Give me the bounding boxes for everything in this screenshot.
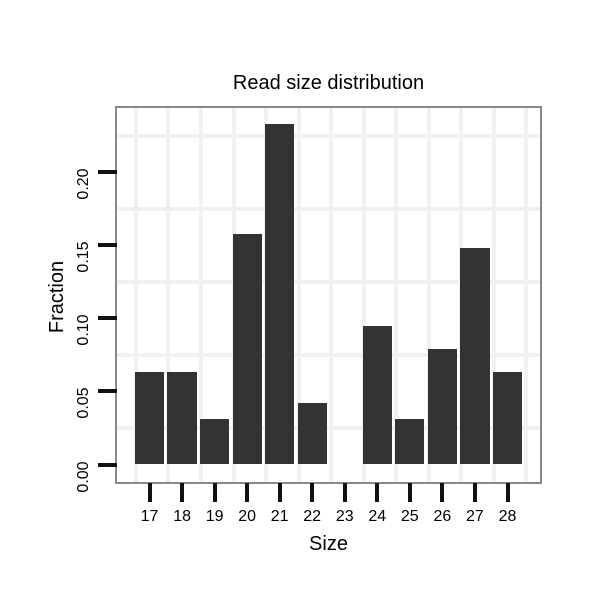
y-tick-0.15 — [98, 243, 117, 248]
vertical-gridline — [296, 108, 301, 482]
x-tick-23 — [342, 483, 347, 502]
x-tick-label-21: 21 — [270, 508, 289, 525]
bar-19 — [200, 419, 230, 465]
x-tick-21 — [277, 483, 282, 502]
x-tick-label-23: 23 — [335, 508, 354, 525]
x-tick-label-20: 20 — [238, 508, 257, 525]
x-tick-label-25: 25 — [400, 508, 419, 525]
bar-17 — [134, 372, 165, 465]
x-tick-26 — [440, 483, 445, 502]
y-axis-title: Fraction — [46, 260, 68, 334]
vertical-gridline — [524, 108, 529, 482]
y-tick-label-0.20: 0.20 — [75, 168, 92, 200]
x-tick-19 — [212, 483, 217, 502]
horizontal-gridline — [117, 352, 540, 357]
x-tick-label-17: 17 — [140, 508, 159, 525]
vertical-gridline — [394, 108, 399, 482]
x-tick-label-28: 28 — [498, 508, 517, 525]
x-tick-20 — [245, 483, 250, 502]
y-tick-0.10 — [98, 316, 117, 321]
x-tick-24 — [375, 483, 380, 502]
bar-20 — [232, 233, 262, 465]
plot-panel — [115, 106, 542, 484]
bar-28 — [492, 372, 523, 465]
horizontal-gridline — [117, 425, 540, 430]
horizontal-gridline — [117, 279, 540, 284]
bar-27 — [460, 248, 490, 465]
x-tick-label-18: 18 — [173, 508, 191, 525]
vertical-gridline — [133, 108, 138, 482]
x-tick-17 — [147, 483, 152, 502]
x-axis-title: Size — [309, 533, 348, 555]
y-tick-0.05 — [98, 389, 117, 394]
chart-title: Read size distribution — [232, 72, 425, 94]
x-tick-label-26: 26 — [433, 508, 452, 525]
y-tick-label-0.00: 0.00 — [75, 460, 92, 493]
vertical-gridline — [198, 108, 203, 482]
x-tick-27 — [472, 483, 477, 502]
x-tick-25 — [407, 483, 412, 502]
y-tick-label-0.05: 0.05 — [75, 387, 92, 419]
x-tick-label-24: 24 — [368, 508, 387, 525]
y-tick-label-0.15: 0.15 — [75, 241, 92, 273]
y-tick-0.20 — [98, 170, 117, 175]
y-tick-label-0.10: 0.10 — [75, 314, 92, 346]
bar-26 — [427, 349, 457, 465]
vertical-gridline — [166, 108, 171, 482]
vertical-gridline — [361, 108, 366, 482]
bar-21 — [265, 124, 295, 465]
horizontal-gridline — [117, 206, 540, 211]
x-tick-18 — [180, 483, 185, 502]
x-tick-28 — [505, 483, 510, 502]
bar-18 — [167, 372, 197, 465]
vertical-gridline — [329, 108, 334, 482]
horizontal-gridline — [117, 133, 540, 138]
vertical-gridline — [426, 108, 431, 482]
x-tick-label-19: 19 — [205, 508, 224, 525]
y-tick-0.00 — [98, 462, 117, 467]
vertical-gridline — [491, 108, 496, 482]
x-tick-label-27: 27 — [465, 508, 484, 525]
x-tick-label-22: 22 — [303, 508, 322, 525]
bar-25 — [395, 419, 425, 465]
x-tick-22 — [310, 483, 315, 502]
bar-22 — [297, 403, 327, 465]
bar-24 — [362, 325, 392, 465]
